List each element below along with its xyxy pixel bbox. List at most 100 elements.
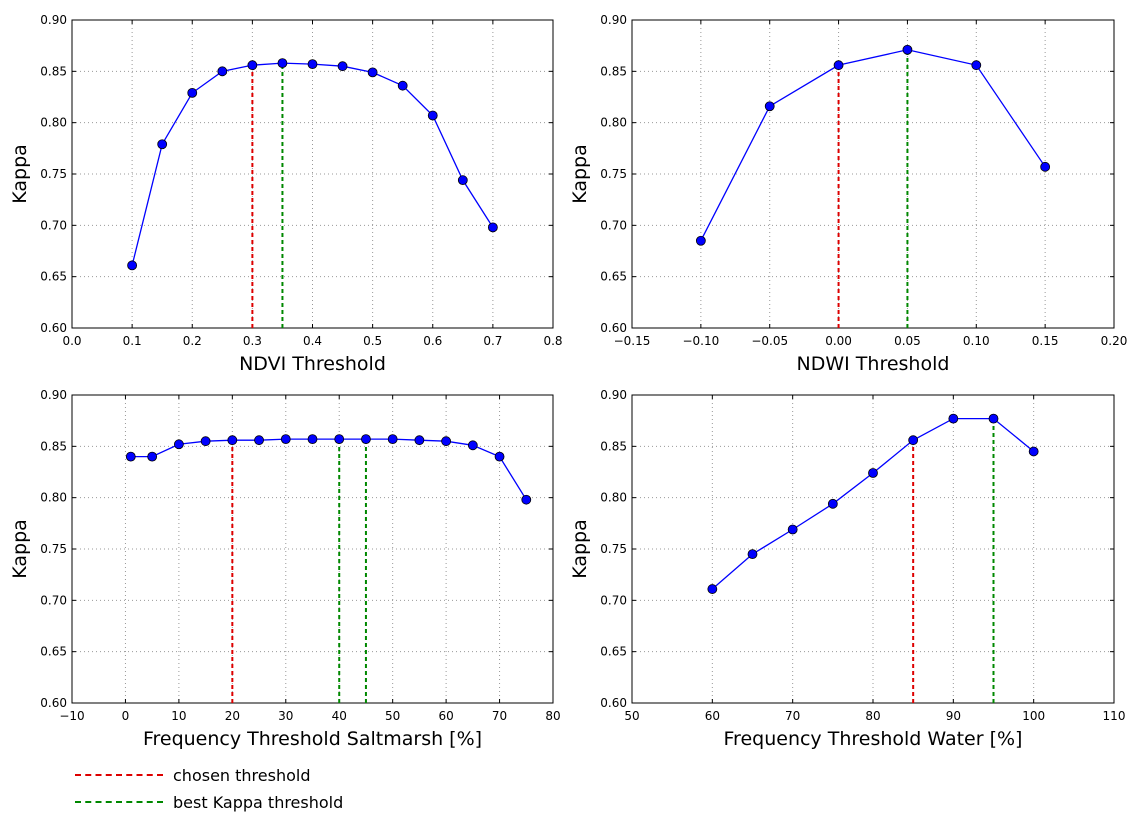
- y-tick-label: 0.60: [600, 696, 627, 710]
- y-tick-label: 0.60: [40, 321, 67, 335]
- y-tick-label: 0.80: [40, 116, 67, 130]
- y-axis-label: Kappa: [569, 519, 591, 579]
- legend-label-best: best Kappa threshold: [173, 792, 344, 812]
- x-tick-label: 20: [225, 709, 240, 723]
- data-point: [902, 44, 913, 55]
- data-point: [397, 80, 408, 91]
- x-tick-label: 0: [122, 709, 130, 723]
- data-point: [157, 139, 168, 150]
- data-point: [147, 451, 158, 462]
- y-tick-label: 0.90: [600, 13, 627, 27]
- x-tick-label: 0.5: [363, 334, 382, 348]
- x-tick-label: 10: [171, 709, 186, 723]
- data-point: [521, 494, 532, 505]
- data-point: [307, 59, 318, 70]
- data-point: [200, 436, 211, 447]
- y-tick-label: 0.60: [40, 696, 67, 710]
- x-axis-label: Frequency Threshold Saltmarsh [%]: [143, 728, 482, 750]
- y-tick-label: 0.75: [40, 542, 67, 556]
- x-axis-label: Frequency Threshold Water [%]: [724, 728, 1023, 750]
- data-point: [414, 435, 425, 446]
- data-point: [361, 434, 371, 445]
- data-point: [868, 468, 878, 478]
- x-tick-label: 90: [946, 709, 961, 723]
- data-point: [187, 87, 198, 98]
- data-point: [217, 66, 228, 77]
- data-point: [280, 434, 291, 445]
- x-tick-label: 0.7: [483, 334, 502, 348]
- x-tick-label: 80: [865, 709, 880, 723]
- x-axis-label: NDVI Threshold: [239, 353, 386, 375]
- data-point: [787, 524, 798, 535]
- kappa-series-line: [700, 49, 1046, 242]
- x-tick-label: 60: [705, 709, 720, 723]
- y-tick-label: 0.80: [40, 491, 67, 505]
- y-tick-label: 0.70: [40, 593, 67, 607]
- y-axis-label: Kappa: [569, 144, 591, 204]
- data-point: [467, 440, 478, 451]
- subplot-2: −0.15 −0.10 −0.05 0.00 0.05 0.10 0.15 0.20 0.60 0…: [569, 13, 1127, 375]
- legend-item-best: best Kappa threshold: [75, 791, 343, 813]
- y-tick-label: 0.85: [600, 439, 627, 453]
- x-tick-label: 0.10: [963, 334, 990, 348]
- x-tick-label: 0.1: [123, 334, 142, 348]
- data-point: [487, 222, 498, 233]
- x-tick-label: 0.6: [423, 334, 442, 348]
- x-tick-label: 80: [545, 709, 560, 723]
- y-tick-label: 0.60: [600, 321, 627, 335]
- x-tick-label: −10: [59, 709, 84, 723]
- x-tick-label: 0.2: [183, 334, 202, 348]
- data-point: [833, 60, 844, 71]
- data-point: [908, 435, 919, 446]
- x-tick-label: 0.00: [825, 334, 852, 348]
- y-tick-label: 0.90: [40, 13, 67, 27]
- y-tick-label: 0.65: [600, 270, 627, 284]
- y-tick-label: 0.65: [40, 270, 67, 284]
- x-tick-label: 0.15: [1032, 334, 1059, 348]
- y-tick-label: 0.85: [600, 64, 627, 78]
- y-tick-label: 0.90: [600, 388, 627, 402]
- x-tick-label: 0.8: [543, 334, 562, 348]
- data-point: [988, 413, 999, 424]
- data-point: [334, 434, 345, 445]
- data-point: [494, 451, 505, 462]
- y-tick-label: 0.75: [600, 542, 627, 556]
- x-tick-label: 60: [438, 709, 453, 723]
- x-tick-label: 110: [1103, 709, 1126, 723]
- data-point: [227, 435, 238, 446]
- y-tick-label: 0.70: [600, 218, 627, 232]
- x-tick-label: 50: [624, 709, 639, 723]
- data-point: [247, 60, 258, 71]
- x-tick-label: 70: [492, 709, 507, 723]
- legend-line-chosen: [75, 774, 163, 776]
- x-tick-label: −0.05: [751, 334, 788, 348]
- y-tick-label: 0.75: [600, 167, 627, 181]
- x-tick-label: 0.3: [243, 334, 262, 348]
- data-point: [427, 110, 438, 121]
- data-point: [307, 434, 318, 445]
- data-point: [1028, 446, 1039, 457]
- data-point: [764, 101, 775, 112]
- x-axis-label: NDWI Threshold: [797, 353, 950, 375]
- x-tick-label: 70: [785, 709, 800, 723]
- legend-label-chosen: chosen threshold: [173, 765, 311, 785]
- y-tick-label: 0.80: [600, 116, 627, 130]
- legend-item-chosen: chosen threshold: [75, 764, 310, 786]
- data-point: [127, 260, 138, 271]
- y-tick-label: 0.70: [600, 593, 627, 607]
- data-point: [387, 434, 398, 445]
- data-point: [948, 413, 959, 424]
- x-tick-label: 0.0: [62, 334, 81, 348]
- data-point: [971, 60, 982, 71]
- x-tick-label: −0.10: [682, 334, 719, 348]
- x-tick-label: 0.4: [303, 334, 322, 348]
- x-tick-label: 0.05: [894, 334, 921, 348]
- y-tick-label: 0.90: [40, 388, 67, 402]
- data-point: [707, 584, 718, 594]
- data-point: [695, 235, 706, 246]
- x-tick-label: 30: [278, 709, 293, 723]
- x-tick-label: 100: [1022, 709, 1045, 723]
- y-axis-label: Kappa: [9, 144, 31, 204]
- y-tick-label: 0.65: [40, 645, 67, 659]
